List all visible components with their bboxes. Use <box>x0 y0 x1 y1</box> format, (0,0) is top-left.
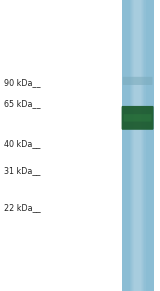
Text: 40 kDa__: 40 kDa__ <box>4 140 40 148</box>
Bar <box>122 0 154 291</box>
Text: 65 kDa__: 65 kDa__ <box>4 99 40 108</box>
Text: 31 kDa__: 31 kDa__ <box>4 166 40 175</box>
Bar <box>132 0 143 291</box>
Bar <box>130 0 146 291</box>
Bar <box>134 0 141 291</box>
FancyBboxPatch shape <box>123 77 152 85</box>
Text: 90 kDa__: 90 kDa__ <box>4 79 40 87</box>
FancyBboxPatch shape <box>124 114 152 122</box>
FancyBboxPatch shape <box>122 106 154 130</box>
Bar <box>133 0 142 291</box>
Text: 22 kDa__: 22 kDa__ <box>4 204 41 212</box>
Bar <box>131 0 144 291</box>
